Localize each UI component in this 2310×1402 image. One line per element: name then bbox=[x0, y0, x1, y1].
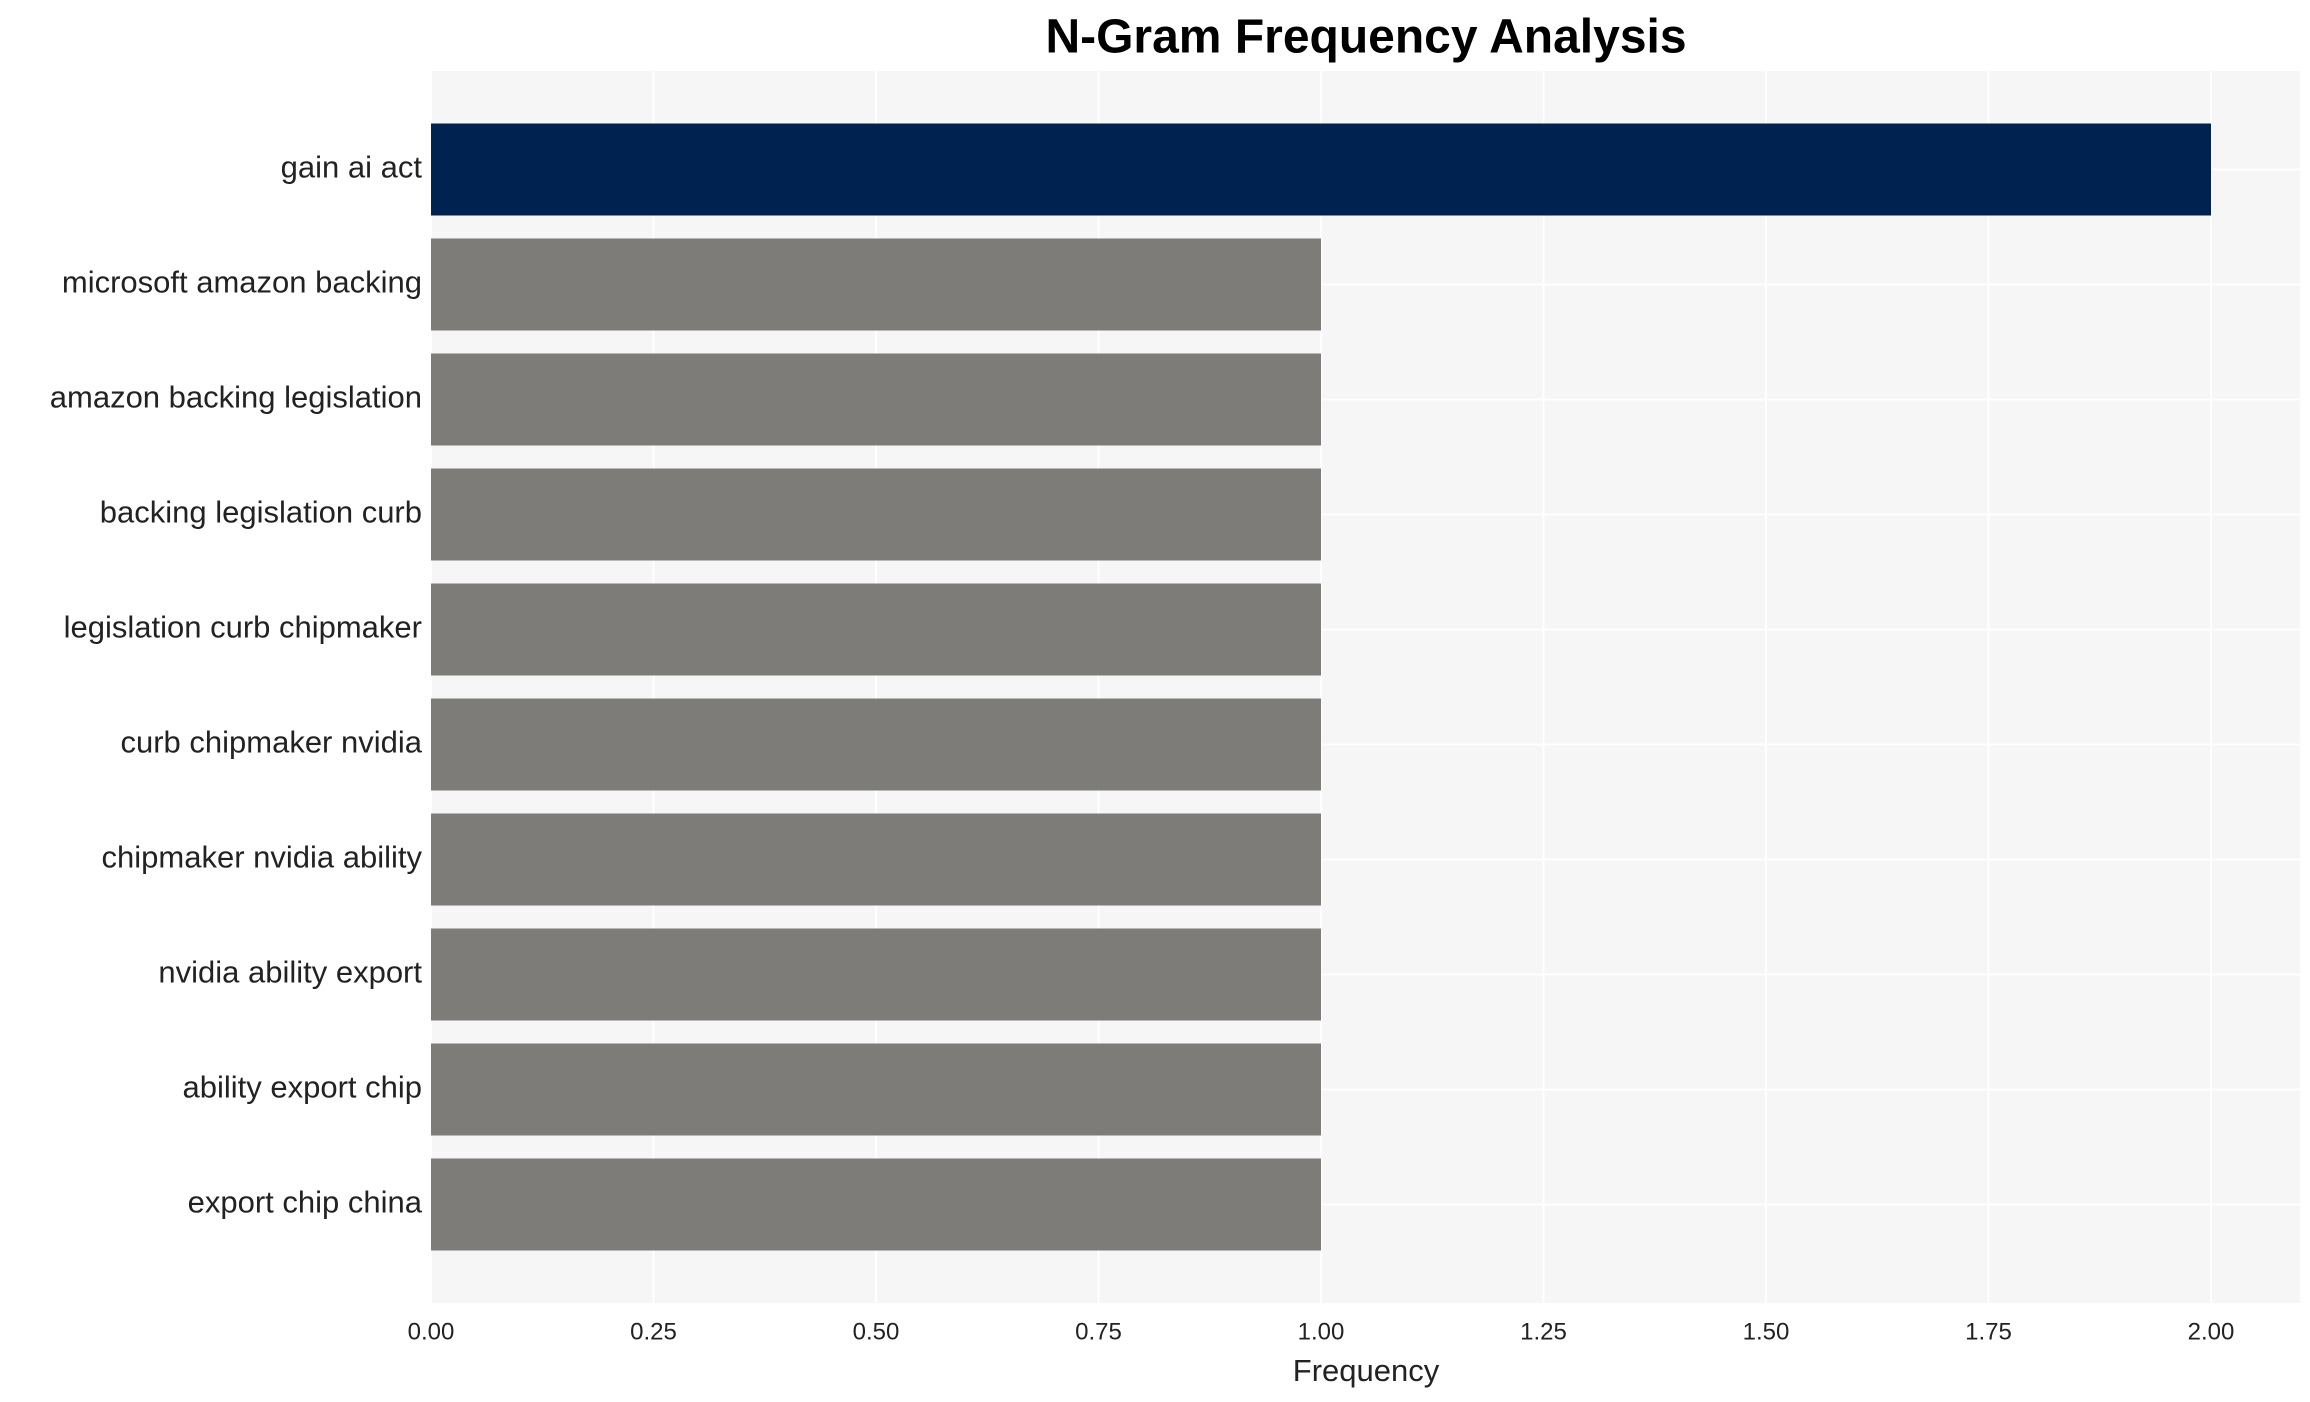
bar bbox=[431, 353, 1321, 446]
y-tick-label: export chip china bbox=[188, 1185, 423, 1220]
bar bbox=[431, 1158, 1321, 1251]
bar bbox=[431, 468, 1321, 561]
y-tick-label: ability export chip bbox=[182, 1070, 422, 1105]
bar bbox=[431, 583, 1321, 676]
y-tick-label: microsoft amazon backing bbox=[62, 265, 422, 300]
bar bbox=[431, 928, 1321, 1021]
x-tick-label: 2.00 bbox=[2188, 1318, 2235, 1345]
x-tick-label: 1.50 bbox=[1743, 1318, 1790, 1345]
bar bbox=[431, 1043, 1321, 1136]
bar bbox=[431, 813, 1321, 906]
x-tick-label: 1.75 bbox=[1965, 1318, 2012, 1345]
x-axis-label: Frequency bbox=[1293, 1353, 1440, 1388]
x-tick-label: 0.25 bbox=[630, 1318, 677, 1345]
x-tick-label: 0.00 bbox=[408, 1318, 455, 1345]
y-tick-label: legislation curb chipmaker bbox=[64, 610, 422, 645]
y-tick-label: backing legislation curb bbox=[100, 495, 422, 530]
y-tick-label: gain ai act bbox=[281, 150, 423, 185]
x-tick-label: 1.25 bbox=[1520, 1318, 1567, 1345]
y-tick-label: amazon backing legislation bbox=[50, 380, 422, 415]
y-tick-label: curb chipmaker nvidia bbox=[120, 725, 422, 760]
bar bbox=[431, 123, 2211, 216]
x-tick-label: 1.00 bbox=[1298, 1318, 1345, 1345]
bar bbox=[431, 238, 1321, 331]
bar bbox=[431, 698, 1321, 791]
x-tick-label: 0.50 bbox=[853, 1318, 900, 1345]
chart-title: N-Gram Frequency Analysis bbox=[1045, 11, 1686, 64]
x-tick-label: 0.75 bbox=[1075, 1318, 1122, 1345]
y-tick-label: chipmaker nvidia ability bbox=[102, 840, 423, 875]
y-tick-label: nvidia ability export bbox=[158, 955, 422, 990]
